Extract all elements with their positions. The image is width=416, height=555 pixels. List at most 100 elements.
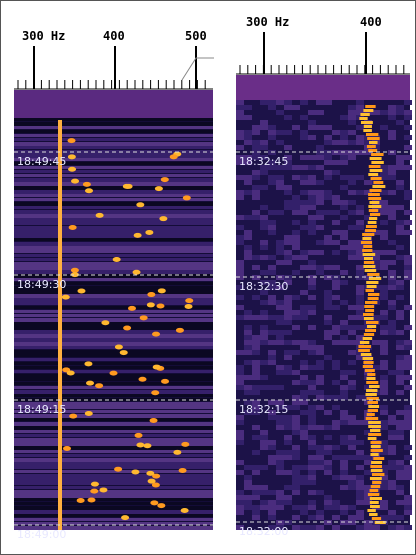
noise (316, 240, 324, 245)
signal-trace (364, 333, 374, 336)
noise (404, 125, 412, 130)
tone-dot (139, 377, 147, 382)
noise (356, 310, 364, 315)
noise (340, 300, 348, 305)
noise (276, 245, 284, 250)
noise (380, 295, 388, 300)
noise (236, 495, 244, 500)
tone-dot (152, 482, 160, 487)
noise (404, 410, 412, 415)
noise (236, 470, 244, 475)
noise (356, 175, 364, 180)
noise (308, 340, 316, 345)
noise (252, 360, 260, 365)
noise (268, 515, 276, 520)
noise (244, 325, 252, 330)
noise (380, 285, 388, 290)
noise (276, 185, 284, 190)
signal-trace (369, 217, 377, 220)
signal-trace (369, 385, 380, 388)
noise (308, 470, 316, 475)
noise (324, 265, 332, 270)
noise (252, 510, 260, 515)
noise (244, 115, 252, 120)
noise (396, 410, 404, 415)
noise (268, 490, 276, 495)
noise (388, 270, 396, 275)
carrier (58, 120, 62, 530)
signal-trace (365, 229, 376, 232)
noise (276, 370, 284, 375)
stripe (14, 494, 213, 498)
signal-trace (363, 337, 373, 340)
noise (332, 325, 340, 330)
noise (260, 505, 268, 510)
noise (300, 100, 308, 105)
noise (236, 260, 244, 265)
noise (388, 480, 396, 485)
signal-trace (361, 241, 372, 244)
noise (348, 445, 356, 450)
noise (276, 175, 284, 180)
noise (276, 315, 284, 320)
noise (300, 130, 308, 135)
noise (356, 395, 364, 400)
noise (284, 100, 292, 105)
stripe (14, 214, 213, 218)
noise (260, 315, 268, 320)
signal-trace (360, 113, 369, 116)
noise (260, 225, 268, 230)
signal-trace (367, 373, 375, 376)
signal-trace (366, 289, 374, 292)
noise (268, 100, 276, 105)
noise (308, 310, 316, 315)
noise (356, 315, 364, 320)
tone-dot (113, 257, 121, 262)
noise (316, 395, 324, 400)
tone-dot (121, 515, 129, 520)
noise (356, 325, 364, 330)
stripe (14, 202, 213, 206)
noise (324, 410, 332, 415)
noise (332, 525, 340, 530)
noise (268, 445, 276, 450)
tone-dot (133, 270, 141, 275)
noise (308, 380, 316, 385)
noise (404, 305, 412, 310)
stripe (14, 190, 213, 194)
noise (284, 105, 292, 110)
noise (380, 500, 388, 505)
noise (348, 420, 356, 425)
noise (308, 190, 316, 195)
tone-dot (143, 443, 151, 448)
noise (316, 215, 324, 220)
noise (292, 455, 300, 460)
noise (244, 385, 252, 390)
stripe (14, 314, 213, 317)
signal-trace (367, 401, 378, 404)
noise (268, 135, 276, 140)
signal-trace (364, 317, 374, 320)
noise (292, 485, 300, 490)
noise (236, 235, 244, 240)
noise (348, 250, 356, 255)
noise (268, 175, 276, 180)
noise (388, 305, 396, 310)
noise (348, 105, 356, 110)
stripe (14, 434, 213, 437)
noise (332, 285, 340, 290)
noise (292, 175, 300, 180)
noise (300, 340, 308, 345)
signal-trace (367, 145, 376, 148)
noise (404, 415, 412, 420)
signal-trace (369, 209, 378, 212)
noise (284, 300, 292, 305)
noise (268, 385, 276, 390)
noise (340, 455, 348, 460)
noise (292, 425, 300, 430)
noise (332, 380, 340, 385)
noise (292, 200, 300, 205)
noise (252, 490, 260, 495)
noise (300, 390, 308, 395)
noise (380, 385, 388, 390)
